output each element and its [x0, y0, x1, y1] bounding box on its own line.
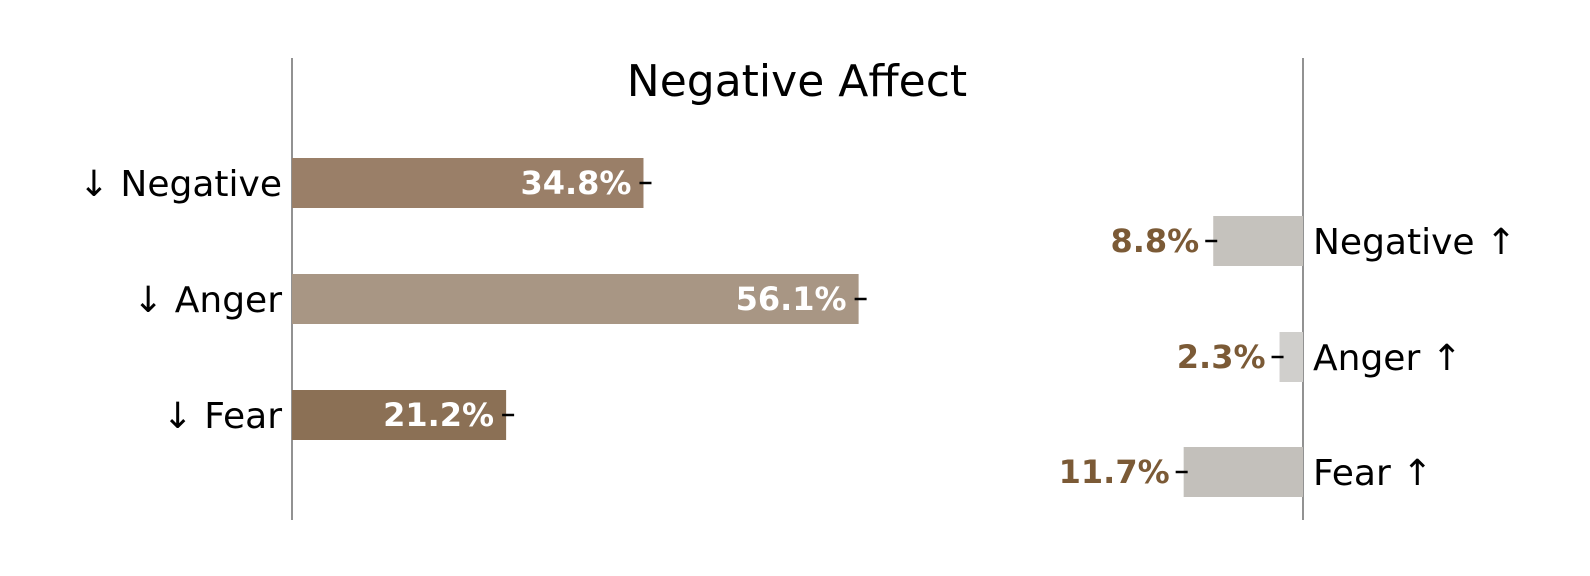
left-value-label-anger: 56.1%	[736, 280, 847, 318]
bars-layer: 34.8% ↓ Negative 56.1% ↓ Anger 21.2% ↓ Fear 8.…	[79, 158, 1516, 497]
right-value-label-negative: 8.8%	[1110, 222, 1199, 260]
left-bar-fear	[292, 390, 507, 440]
left-bar-anger	[292, 274, 859, 324]
left-value-label-negative: 34.8%	[520, 164, 631, 202]
right-value-label-fear: 11.7%	[1059, 453, 1170, 491]
right-bar-anger	[1279, 332, 1303, 382]
left-category-label-fear: ↓ Fear	[163, 396, 283, 437]
left-category-label-negative: ↓ Negative	[79, 164, 282, 205]
right-category-label-anger: Anger ↑	[1313, 338, 1462, 379]
right-bar-negative	[1213, 216, 1303, 266]
left-bar-negative	[292, 158, 644, 208]
right-bar-fear	[1183, 447, 1303, 497]
left-value-label-fear: 21.2%	[383, 396, 494, 434]
right-value-label-anger: 2.3%	[1177, 338, 1266, 376]
chart-title: Negative Affect	[627, 56, 967, 107]
right-category-label-negative: Negative ↑	[1313, 222, 1516, 263]
right-category-label-fear: Fear ↑	[1313, 453, 1432, 494]
left-category-label-anger: ↓ Anger	[133, 280, 282, 321]
